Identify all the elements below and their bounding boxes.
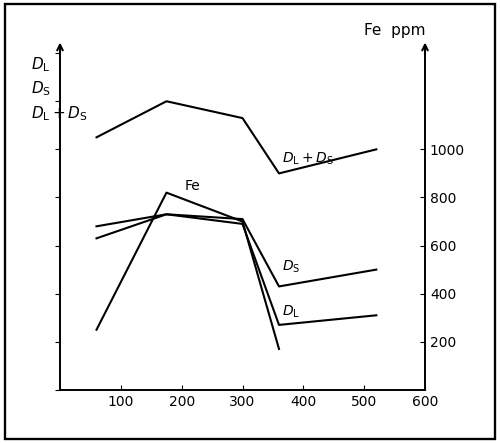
Text: $D_{\rm L}$: $D_{\rm L}$: [282, 303, 300, 320]
Text: $D_{\rm S}$: $D_{\rm S}$: [282, 259, 300, 276]
Text: $D_{\rm L}$: $D_{\rm L}$: [31, 55, 50, 74]
Text: Fe  ppm: Fe ppm: [364, 23, 425, 38]
Text: $D_{\rm S}$: $D_{\rm S}$: [31, 79, 51, 98]
Text: Fe: Fe: [184, 179, 200, 193]
Text: $D_{\rm L}+D_{\rm S}$: $D_{\rm L}+D_{\rm S}$: [282, 151, 334, 167]
Text: $D_{\rm L}+D_{\rm S}$: $D_{\rm L}+D_{\rm S}$: [31, 105, 88, 123]
